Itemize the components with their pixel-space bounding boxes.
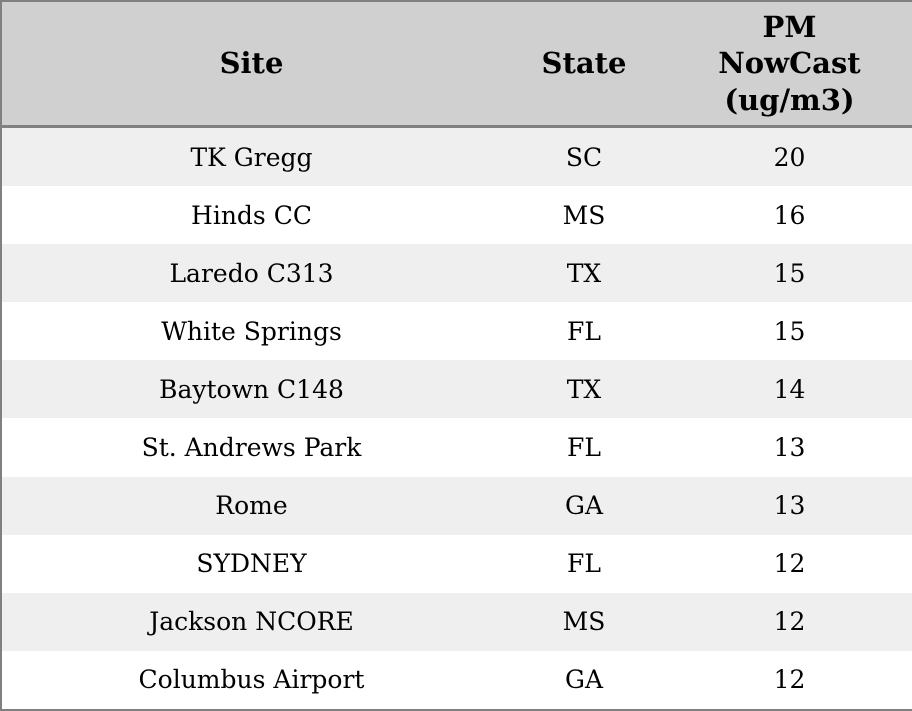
state-cell: TX [566,258,602,288]
table-row: Rome GA 13 [1,476,912,535]
pm-nowcast-cell: 12 [773,665,806,695]
state-cell: FL [567,316,601,346]
site-cell: Columbus Airport [138,665,365,695]
site-cell: White Springs [161,316,342,346]
site-cell: St. Andrews Park [141,433,362,463]
table-row: Columbus Airport GA 12 [1,650,912,710]
site-cell: SYDNEY [196,549,307,579]
table-row: St. Andrews Park FL 13 [1,418,912,477]
column-header-state: State [501,1,667,128]
state-cell: GA [564,665,604,695]
table-row: Hinds CC MS 16 [1,186,912,245]
pm-nowcast-cell: 12 [773,607,806,637]
pm-nowcast-cell: 13 [773,433,806,463]
state-cell: MS [562,200,606,230]
pm-nowcast-cell: 16 [773,200,806,230]
table-row: White Springs FL 15 [1,302,912,361]
state-cell: SC [565,142,603,172]
header-row: Site State PM NowCast (ug/m3) [1,1,912,128]
table-row: Baytown C148 TX 14 [1,360,912,419]
table-row: Laredo C313 TX 15 [1,244,912,303]
column-header-site: Site [1,1,501,128]
pm-nowcast-cell: 14 [773,374,806,404]
site-cell: Baytown C148 [159,374,344,404]
state-cell: FL [567,433,601,463]
pm-nowcast-cell: 15 [773,258,806,288]
pm-nowcast-cell: 12 [773,549,806,579]
state-cell: GA [564,491,604,521]
table-row: SYDNEY FL 12 [1,534,912,593]
site-cell: Rome [215,491,288,521]
site-cell: Jackson NCORE [149,607,354,637]
table-row: Jackson NCORE MS 12 [1,592,912,651]
site-cell: Hinds CC [191,200,312,230]
column-header-pm-nowcast: PM NowCast (ug/m3) [667,1,912,128]
pm-nowcast-cell: 20 [773,142,806,172]
table-body: TK Gregg SC 20 Hinds CC MS 16 Laredo C31… [1,126,912,710]
table-row: TK Gregg SC 20 [1,126,912,187]
state-cell: FL [567,549,601,579]
state-cell: TX [566,374,602,404]
state-cell: MS [562,607,606,637]
site-cell: TK Gregg [190,142,313,172]
pm-nowcast-cell: 15 [773,316,806,346]
site-cell: Laredo C313 [169,258,334,288]
pm-nowcast-cell: 13 [773,491,806,521]
